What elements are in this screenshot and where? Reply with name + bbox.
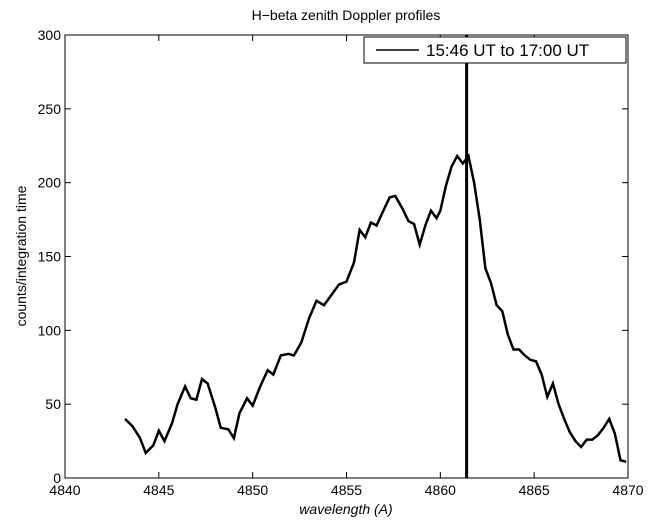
y-tick-label: 300	[38, 27, 62, 43]
chart-title: H−beta zenith Doppler profiles	[252, 7, 441, 23]
plot-frame	[64, 34, 629, 479]
y-tick-label: 250	[38, 101, 62, 117]
y-tick-label: 150	[38, 249, 62, 265]
x-tick-label: 4870	[612, 482, 643, 498]
x-tick-label: 4850	[237, 482, 268, 498]
data-line	[124, 153, 627, 463]
y-tick-label: 50	[45, 396, 61, 412]
x-tick-label: 4845	[143, 482, 174, 498]
x-axis-label: wavelength (A)	[299, 501, 392, 517]
y-tick-label: 200	[38, 175, 62, 191]
y-tick-label: 100	[38, 322, 62, 338]
x-tick-label: 4865	[519, 482, 550, 498]
y-tick-label: 0	[53, 470, 61, 486]
legend-label: 15:46 UT to 17:00 UT	[426, 41, 589, 60]
y-axis-label: counts/integration time	[13, 185, 29, 326]
x-tick-label: 4855	[331, 482, 362, 498]
x-tick-label: 4860	[425, 482, 456, 498]
x-tick-label: 4840	[49, 482, 80, 498]
